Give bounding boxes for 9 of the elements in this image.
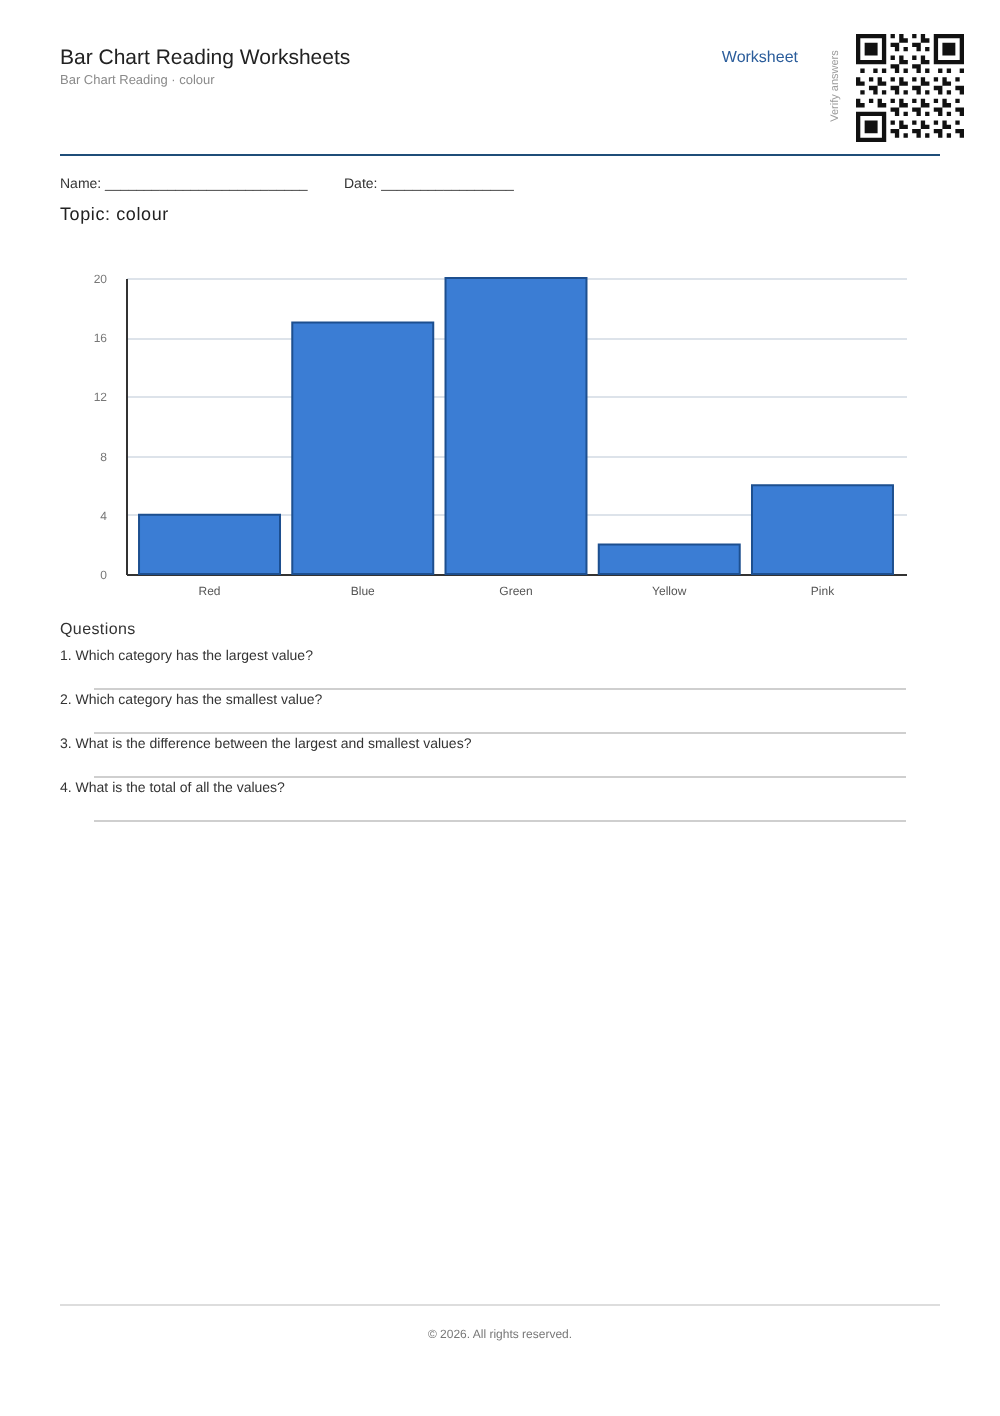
chart-title: Bar Chart Reading Worksheets	[60, 46, 351, 71]
bar	[291, 321, 435, 575]
bar	[138, 513, 282, 575]
bar	[750, 484, 894, 575]
text: Worksheet	[721, 48, 798, 67]
bar	[444, 277, 588, 575]
bar	[597, 543, 741, 575]
text: Topic: colour	[60, 204, 169, 225]
text: Questions	[60, 620, 136, 639]
